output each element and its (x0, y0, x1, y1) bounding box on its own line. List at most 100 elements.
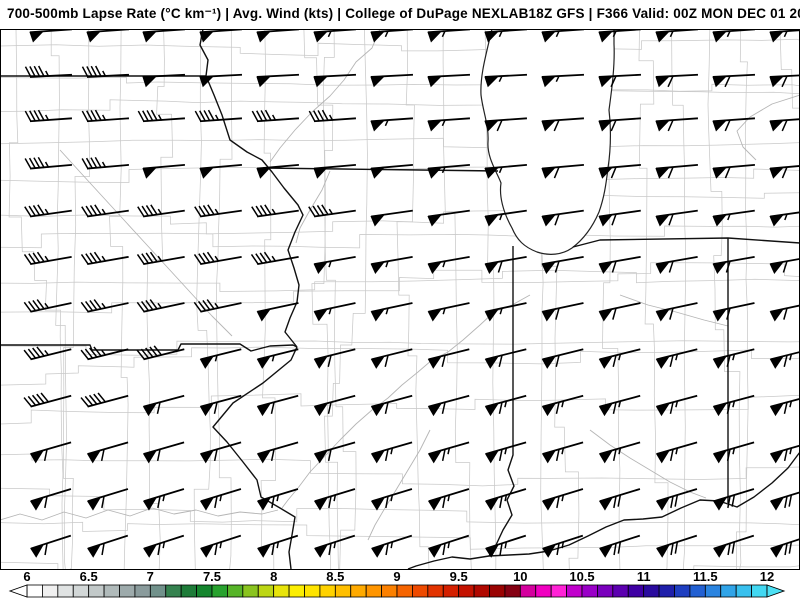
wind-barb (251, 204, 299, 218)
colorbar-cell (427, 584, 444, 598)
wind-barb (541, 394, 584, 417)
wind-barb (427, 29, 471, 43)
wind-barb (484, 117, 528, 132)
wind-barb (769, 117, 800, 132)
colorbar-cell (211, 584, 228, 598)
wind-barb (769, 209, 800, 227)
wind-barb (251, 109, 300, 123)
wind-barb (655, 394, 698, 417)
state-border (0, 343, 298, 352)
colorbar-cell (396, 584, 413, 598)
colorbar-cell (26, 584, 43, 598)
wind-barb (313, 441, 356, 464)
wind-barb (541, 441, 584, 464)
colorbar-cell (458, 584, 475, 598)
wind-barb (142, 73, 186, 88)
product-title-bar: 700-500mb Lapse Rate (°C km⁻¹) | Avg. Wi… (0, 0, 800, 29)
colorbar-tick-label: 9.5 (450, 569, 468, 584)
wind-barb (370, 441, 413, 464)
wind-barb (769, 348, 800, 369)
colorbar-cell (489, 584, 506, 598)
colorbar-cell (165, 584, 182, 598)
colorbar-cell (288, 584, 305, 598)
wind-barb (769, 164, 800, 179)
colorbar-cell (566, 584, 583, 598)
colorbar-cell (689, 584, 706, 598)
colorbar-cell (149, 584, 167, 598)
colorbar-cell (550, 584, 567, 598)
wind-barb (143, 534, 185, 558)
river (59, 149, 233, 337)
wind-barb (656, 534, 698, 558)
map-canvas (0, 29, 800, 570)
wind-barb (655, 29, 699, 43)
product-title-left: 700-500mb Lapse Rate (°C km⁻¹) | Avg. Wi… (7, 5, 529, 21)
wind-barb (313, 164, 356, 179)
colorbar-cell (319, 584, 336, 598)
wind-barb (712, 164, 755, 179)
river (736, 94, 800, 161)
colorbar-cell (535, 584, 552, 598)
wind-barb (484, 73, 528, 88)
wind-barb (200, 488, 242, 511)
wind-barb (370, 164, 413, 179)
wind-barb (81, 156, 129, 170)
colorbar-cell (42, 584, 59, 598)
colorbar-cell (196, 584, 213, 598)
wind-barb (80, 299, 129, 313)
wind-barb (30, 488, 72, 511)
wind-barb (712, 394, 755, 417)
wind-barb (656, 488, 698, 511)
wind-barb (256, 29, 300, 43)
wind-barb (655, 117, 699, 132)
wind-barb (86, 29, 130, 43)
wind-barb (598, 117, 642, 132)
wind-barb (87, 488, 129, 511)
colorbar-tick-label: 12 (760, 569, 774, 584)
wind-barb (23, 346, 72, 361)
wind-barb (484, 164, 527, 179)
wind-barb (769, 394, 800, 417)
wind-barb (598, 255, 641, 275)
wind-barb (599, 488, 641, 511)
wind-barb (598, 209, 641, 227)
wind-barb (541, 302, 584, 322)
wind-barb (541, 255, 584, 275)
wind-barb (23, 392, 72, 408)
wind-barb (598, 394, 641, 417)
wind-barb (484, 255, 527, 275)
colorbar-cell (581, 584, 598, 598)
colorbar-tick-label: 9 (393, 569, 400, 584)
wind-barb (87, 534, 129, 558)
wind-barb (599, 534, 641, 558)
colorbar-cell (720, 584, 737, 598)
wind-barb (256, 73, 300, 88)
river (269, 29, 381, 163)
wind-barb (769, 255, 800, 275)
wind-barb (257, 488, 299, 511)
wind-barb (712, 348, 755, 369)
colorbar-tick-label: 10.5 (569, 569, 594, 584)
wind-barb (370, 302, 413, 322)
wind-barb (427, 302, 470, 322)
wind-barb (598, 164, 641, 179)
colorbar-cell (134, 584, 151, 598)
colorbar-cell (612, 584, 629, 598)
wind-barb (313, 255, 356, 275)
wind-barb (770, 534, 800, 558)
wind-barb (769, 73, 800, 88)
colorbar-cell (257, 584, 275, 598)
wind-barb (370, 73, 414, 88)
wind-barb (256, 164, 299, 179)
colorbar-cell (674, 584, 691, 598)
wind-barb (427, 255, 470, 275)
wind-barb (24, 204, 72, 218)
wind-barb (541, 73, 585, 88)
wind-barb (655, 441, 698, 464)
wind-barb (485, 488, 527, 511)
wind-barb (712, 441, 755, 464)
colorbar-tick-label: 6 (23, 569, 30, 584)
wind-barb (484, 394, 527, 417)
state-border (488, 246, 515, 557)
wind-barb (655, 255, 698, 275)
